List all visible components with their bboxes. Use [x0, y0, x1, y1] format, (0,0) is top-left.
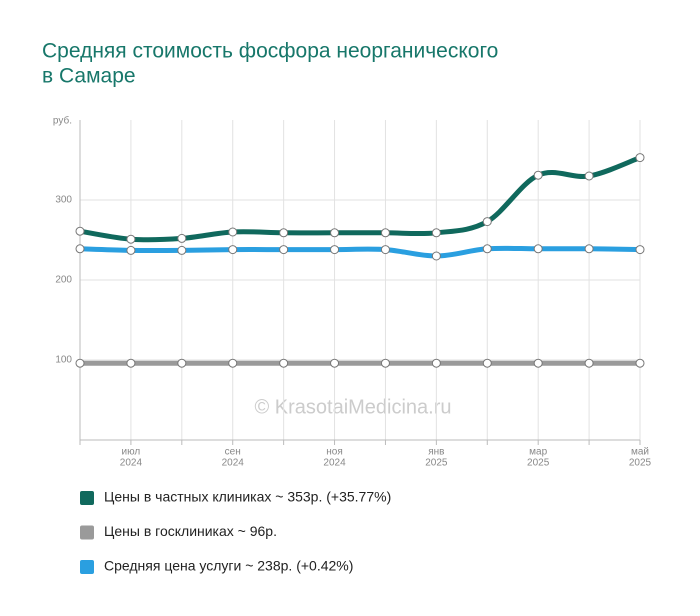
- point: [482, 217, 492, 227]
- point: [431, 228, 441, 238]
- point: [431, 251, 441, 261]
- x-tick-label: май: [631, 447, 649, 458]
- x-tick-label: 2025: [425, 458, 448, 469]
- chart-title: Средняя стоимость фосфора неорганическог…: [42, 40, 498, 63]
- x-tick-label: 2025: [527, 458, 550, 469]
- y-axis-label: руб.: [53, 115, 72, 127]
- x-tick-label: 2024: [323, 458, 346, 469]
- x-tick-label: мар: [529, 447, 547, 458]
- point: [533, 170, 543, 180]
- point: [228, 245, 238, 255]
- point: [330, 358, 340, 368]
- legend-swatch: [80, 560, 94, 574]
- point: [635, 245, 645, 255]
- point: [228, 227, 238, 237]
- series-line: [77, 155, 643, 243]
- point: [482, 358, 492, 368]
- point: [380, 358, 390, 368]
- point: [279, 228, 289, 238]
- point: [279, 245, 289, 255]
- point: [584, 358, 594, 368]
- point: [177, 233, 187, 243]
- watermark: © KrasotaiMedicina.ru: [254, 396, 451, 418]
- x-tick-label: ноя: [326, 447, 343, 458]
- point: [533, 244, 543, 254]
- point: [75, 244, 85, 254]
- y-tick-label: 200: [55, 275, 72, 286]
- point: [584, 244, 594, 254]
- x-tick-label: 2024: [120, 458, 143, 469]
- legend-swatch: [80, 491, 94, 505]
- x-tick-label: сен: [225, 447, 241, 458]
- x-tick-label: 2025: [629, 458, 652, 469]
- chart-title: в Самаре: [42, 65, 136, 88]
- point: [482, 244, 492, 254]
- point: [431, 358, 441, 368]
- point: [330, 228, 340, 238]
- point: [584, 171, 594, 181]
- x-tick-label: 2024: [222, 458, 245, 469]
- point: [533, 358, 543, 368]
- point: [380, 245, 390, 255]
- point: [177, 245, 187, 255]
- series-line: [77, 245, 643, 259]
- legend-label: Цены в госклиниках ~ 96р.: [104, 523, 277, 539]
- point: [635, 153, 645, 163]
- legend-label: Цены в частных клиниках ~ 353р. (+35.77%…: [104, 489, 391, 505]
- point: [228, 358, 238, 368]
- x-tick-label: июл: [122, 447, 141, 458]
- point: [75, 358, 85, 368]
- point: [635, 358, 645, 368]
- legend-label: Средняя цена услуги ~ 238р. (+0.42%): [104, 558, 353, 574]
- y-tick-label: 100: [55, 355, 72, 366]
- point: [126, 245, 136, 255]
- point: [126, 358, 136, 368]
- y-tick-label: 300: [55, 195, 72, 206]
- point: [75, 226, 85, 236]
- point: [177, 358, 187, 368]
- point: [330, 245, 340, 255]
- point: [126, 234, 136, 244]
- legend-swatch: [80, 525, 94, 540]
- point: [380, 228, 390, 238]
- x-tick-label: янв: [428, 447, 444, 458]
- point: [279, 358, 289, 368]
